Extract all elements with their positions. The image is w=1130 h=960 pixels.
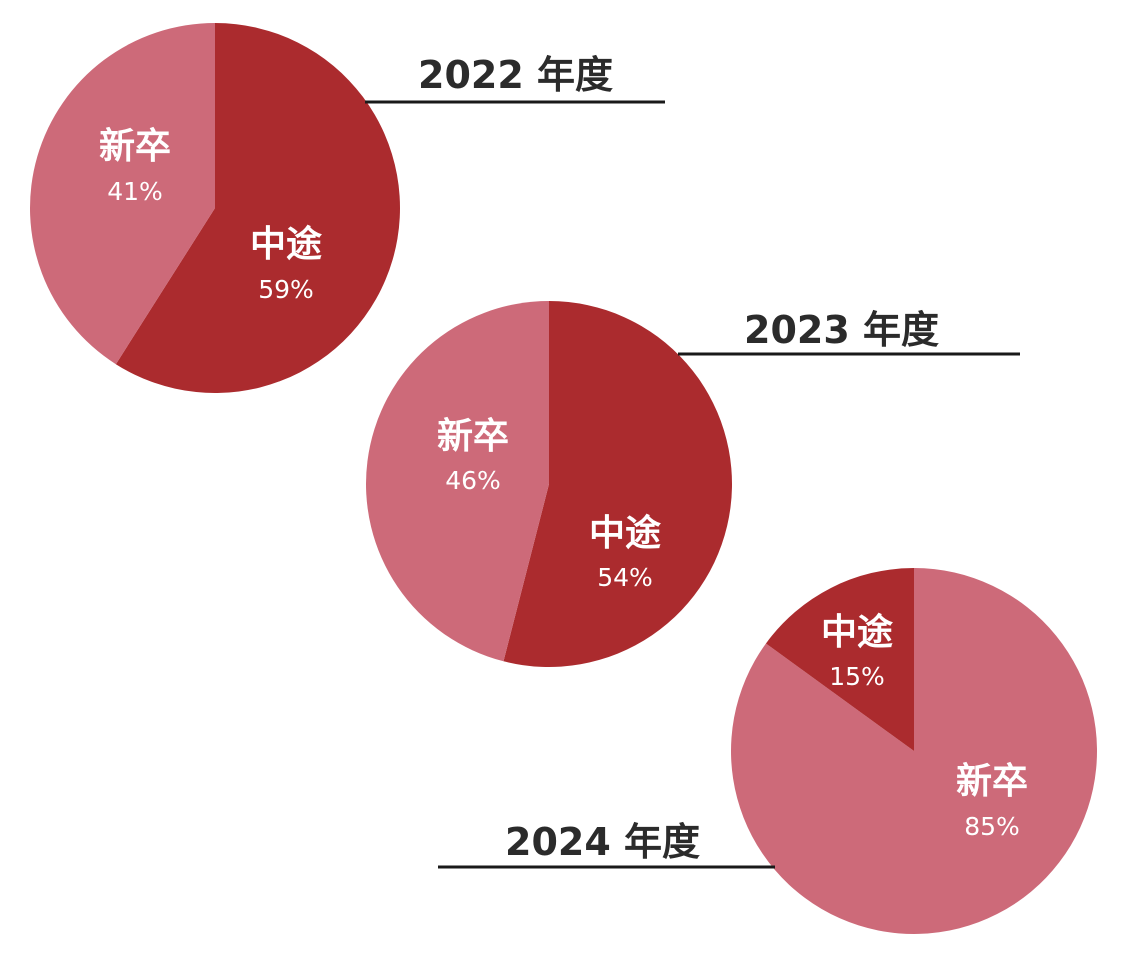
slice-percentage: 85% [964, 812, 1020, 841]
pie-slice [366, 301, 549, 662]
pie-chart-1: 中途 59% 新卒 41% 2022 年度 [29, 23, 665, 393]
pie-slice [731, 568, 1098, 935]
slice-label: 新卒 [437, 416, 509, 457]
pie-slice [503, 301, 733, 667]
slice-label: 中途 [250, 223, 322, 265]
slice-label: 中途 [589, 512, 661, 554]
pie-slice [115, 23, 400, 393]
chart-title: 2024 年度 [505, 820, 700, 864]
slice-label: 新卒 [99, 126, 171, 167]
pie-slice [765, 568, 914, 751]
pie-chart-2: 中途 54% 新卒 46% 2023 年度 [366, 301, 1020, 667]
slice-percentage: 54% [597, 563, 653, 592]
slice-percentage: 46% [445, 466, 501, 495]
slice-label: 中途 [821, 611, 893, 653]
pie-chart-3: 新卒 85% 中途 15% 2024 年度 [438, 568, 1098, 935]
chart-title: 2023 年度 [744, 308, 939, 352]
slice-percentage: 15% [829, 662, 885, 691]
slice-percentage: 59% [258, 275, 314, 304]
pie-slice [29, 23, 216, 365]
slice-percentage: 41% [107, 177, 163, 206]
chart-title: 2022 年度 [418, 53, 613, 97]
slice-label: 新卒 [956, 761, 1028, 802]
